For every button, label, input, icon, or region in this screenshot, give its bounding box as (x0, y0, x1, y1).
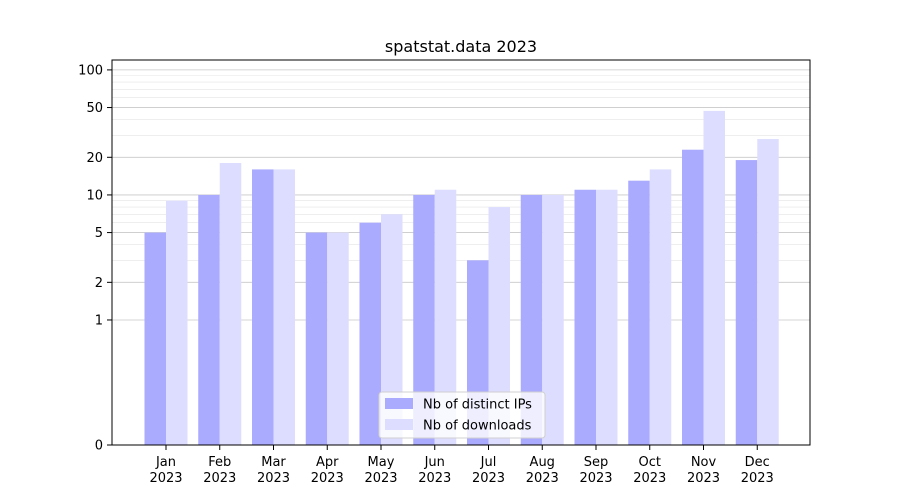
x-tick-label-month: Aug (530, 455, 555, 470)
legend: Nb of distinct IPs Nb of downloads (378, 391, 546, 439)
bar-distinct-ips (144, 232, 166, 445)
x-axis: Jan2023Feb2023Mar2023Apr2023May2023Jun20… (149, 445, 774, 486)
x-tick-label-year: 2023 (526, 471, 559, 486)
x-tick-label-month: Mar (261, 455, 286, 470)
y-tick-label: 0 (95, 439, 103, 454)
bar-downloads (596, 189, 618, 445)
bar-downloads (649, 169, 672, 445)
bar-downloads (488, 207, 510, 445)
y-tick-label: 2 (95, 276, 103, 291)
x-tick-label-month: Oct (639, 455, 661, 470)
bar-downloads (219, 163, 242, 445)
x-tick-label-year: 2023 (203, 471, 236, 486)
bar-downloads (703, 110, 725, 445)
x-tick-label-month: Dec (745, 455, 770, 470)
x-tick-label-month: May (368, 455, 395, 470)
y-tick-label: 100 (78, 63, 103, 78)
plot-frame (111, 59, 811, 446)
legend-swatch (385, 419, 413, 430)
x-tick-label-year: 2023 (149, 471, 182, 486)
x-tick-label-year: 2023 (418, 471, 451, 486)
x-tick-label-month: Feb (208, 455, 231, 470)
bar-downloads (381, 214, 403, 445)
bar-distinct-ips (520, 194, 543, 445)
bar-distinct-ips (198, 194, 220, 445)
x-tick-label-month: Nov (691, 455, 717, 470)
y-tick-label: 5 (95, 226, 103, 241)
y-tick-label: 50 (86, 101, 103, 116)
legend-swatch (385, 398, 413, 409)
x-tick-label-year: 2023 (472, 471, 505, 486)
bars (144, 110, 779, 446)
bar-downloads (327, 232, 349, 445)
y-tick-label: 1 (95, 313, 103, 328)
bar-distinct-ips (628, 180, 650, 445)
x-tick-label-month: Apr (316, 455, 339, 470)
x-tick-label-year: 2023 (257, 471, 290, 486)
y-tick-label: 20 (86, 151, 103, 166)
bar-distinct-ips (682, 149, 704, 446)
bar-downloads (434, 189, 457, 445)
bar-distinct-ips (413, 194, 435, 445)
y-axis: 0 1 2 5 10 20 50 100 (78, 63, 112, 454)
x-tick-label-year: 2023 (579, 471, 612, 486)
x-tick-label-month: Sep (584, 455, 609, 470)
x-tick-label-year: 2023 (633, 471, 666, 486)
bar-distinct-ips (359, 222, 381, 445)
legend-label: Nb of downloads (423, 419, 532, 434)
bar-distinct-ips (305, 232, 328, 445)
x-tick-label-year: 2023 (741, 471, 774, 486)
bar-distinct-ips (735, 160, 758, 445)
x-tick-label-month: Jan (155, 455, 176, 470)
bar-distinct-ips (252, 169, 274, 445)
legend-box (378, 391, 546, 439)
bar-downloads (757, 139, 779, 445)
bar-downloads (166, 200, 188, 445)
legend-label: Nb of distinct IPs (423, 398, 532, 413)
bar-downloads (273, 169, 295, 445)
y-tick-label: 10 (86, 188, 103, 203)
chart-title: spatstat.data 2023 (385, 37, 537, 56)
x-tick-label-year: 2023 (364, 471, 397, 486)
bar-downloads (542, 194, 564, 445)
x-tick-label-year: 2023 (311, 471, 344, 486)
x-tick-label-month: Jul (480, 455, 497, 470)
x-tick-label-year: 2023 (687, 471, 720, 486)
bar-distinct-ips (574, 189, 596, 445)
x-tick-label-month: Jun (424, 455, 445, 470)
